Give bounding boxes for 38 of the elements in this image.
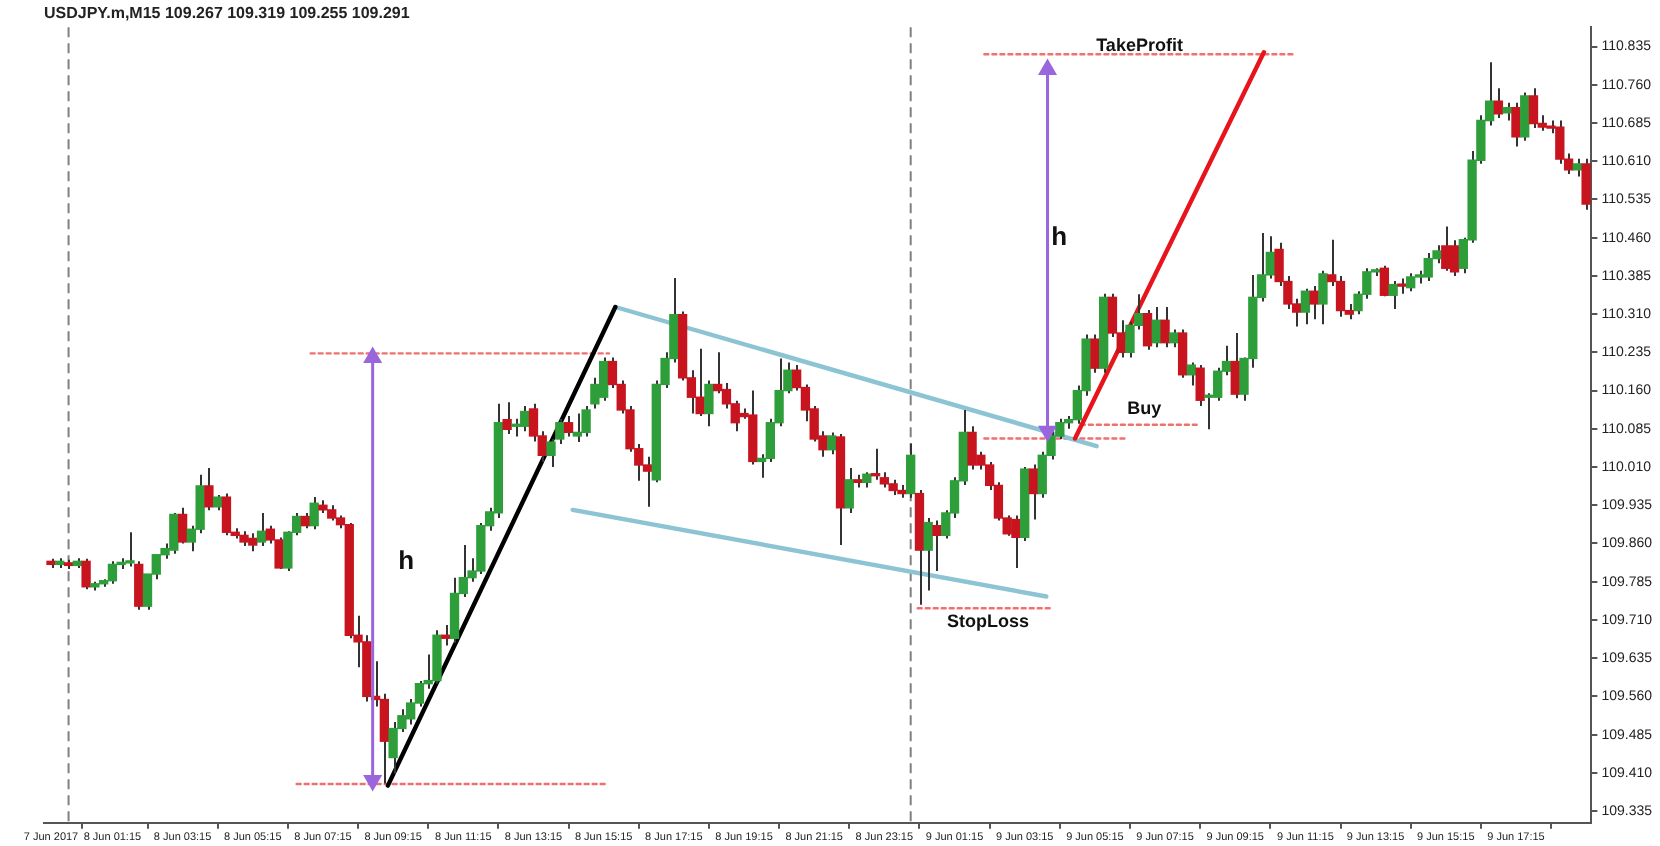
candlestick (449, 576, 460, 644)
candlestick (1177, 328, 1188, 379)
candlestick (1379, 264, 1390, 298)
candlestick (256, 511, 267, 548)
annotation: TakeProfit (1096, 34, 1183, 55)
candlestick (204, 467, 214, 512)
candlestick (1441, 225, 1451, 272)
annotation: h (1051, 221, 1068, 252)
candlestick (923, 517, 933, 592)
candlestick (432, 629, 442, 685)
candlestick (827, 431, 837, 456)
candlestick (1300, 287, 1311, 326)
candlestick (695, 347, 705, 418)
candlestick (177, 506, 188, 545)
candlestick (1160, 306, 1170, 349)
candlestick (1423, 251, 1433, 283)
candlestick (1528, 87, 1539, 130)
candlestick (1493, 87, 1504, 119)
annotation: h (398, 545, 415, 575)
annotation: Buy (1127, 398, 1162, 419)
candlestick (1090, 333, 1100, 374)
candlestick (1011, 514, 1021, 569)
candlestick (221, 492, 232, 537)
candlestick (932, 519, 942, 573)
candlestick (906, 442, 916, 499)
candlestick (1318, 269, 1328, 326)
annotation: StopLoss (946, 611, 1029, 632)
candlestick (581, 404, 591, 438)
candlestick (1028, 463, 1039, 521)
candlestick (1388, 280, 1398, 311)
candlestick (81, 557, 91, 591)
candlestick (107, 560, 118, 585)
candlestick (563, 415, 574, 438)
chart-title: USDJPY.m,M15 109.267 109.319 109.255 109.291 (44, 4, 411, 23)
candlestick (1520, 91, 1530, 142)
candlestick (1511, 101, 1521, 148)
candlestick (844, 467, 854, 514)
candlestick (309, 496, 319, 531)
